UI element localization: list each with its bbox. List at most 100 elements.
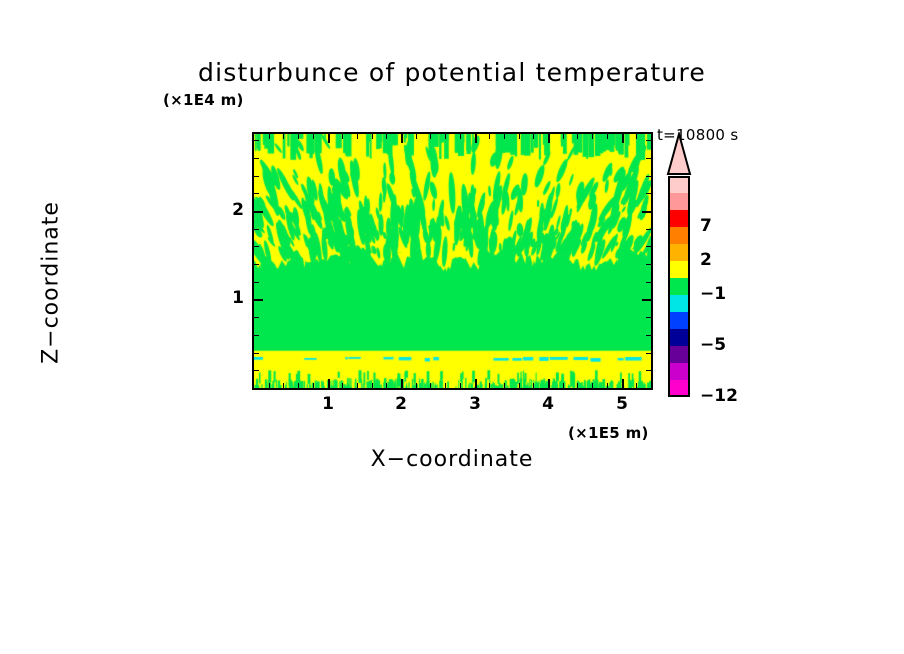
tick-mark — [254, 246, 259, 247]
tick-mark — [577, 134, 578, 139]
colorbar-tick-label: −12 — [700, 386, 738, 406]
tick-mark — [533, 383, 534, 388]
x-axis-label: X−coordinate — [370, 447, 534, 472]
tick-mark — [254, 317, 259, 318]
tick-mark — [254, 229, 259, 230]
tick-mark — [646, 193, 651, 194]
tick-mark — [401, 379, 403, 388]
colorbar-band — [668, 329, 690, 346]
tick-mark — [416, 383, 417, 388]
tick-mark — [475, 134, 477, 143]
colorbar-band — [668, 278, 690, 295]
tick-mark — [548, 379, 550, 388]
tick-mark — [563, 383, 564, 388]
tick-mark — [519, 134, 520, 139]
tick-mark — [254, 193, 259, 194]
colorbar-band — [668, 346, 690, 363]
tick-mark — [563, 134, 564, 139]
tick-mark — [342, 134, 343, 139]
tick-mark — [607, 383, 608, 388]
tick-mark — [622, 134, 624, 143]
tick-mark — [646, 158, 651, 159]
tick-mark — [533, 134, 534, 139]
colorbar-band — [668, 210, 690, 227]
colorbar-band — [668, 295, 690, 312]
y-axis-label: Z−coordinate — [38, 201, 64, 364]
tick-mark — [607, 134, 608, 139]
tick-mark — [254, 176, 259, 177]
x-tick-label: 2 — [395, 394, 407, 414]
tick-mark — [646, 229, 651, 230]
y-tick-label: 2 — [232, 200, 244, 220]
tick-mark — [430, 383, 431, 388]
tick-mark — [592, 134, 593, 139]
x-tick-label: 4 — [542, 394, 554, 414]
tick-mark — [254, 140, 259, 141]
tick-mark — [372, 134, 373, 139]
x-tick-label: 1 — [322, 394, 334, 414]
tick-mark — [489, 134, 490, 139]
colorbar-band — [668, 244, 690, 261]
tick-mark — [283, 383, 284, 388]
colorbar-band — [668, 227, 690, 244]
tick-mark — [298, 134, 299, 139]
x-tick-label: 3 — [469, 394, 481, 414]
tick-mark — [646, 335, 651, 336]
colorbar-tick-label: −1 — [700, 284, 727, 304]
tick-mark — [254, 299, 263, 301]
tick-mark — [646, 176, 651, 177]
tick-mark — [254, 211, 263, 213]
tick-mark — [460, 134, 461, 139]
tick-mark — [548, 134, 550, 143]
tick-mark — [254, 370, 259, 371]
colorbar — [668, 176, 690, 397]
tick-mark — [445, 383, 446, 388]
colorbar-arrow-icon — [666, 132, 692, 175]
colorbar-band — [668, 193, 690, 210]
tick-mark — [622, 379, 624, 388]
colorbar-tick-label: 7 — [700, 216, 712, 236]
tick-mark — [646, 317, 651, 318]
colorbar-band — [668, 363, 690, 380]
tick-mark — [646, 282, 651, 283]
x-tick-label: 5 — [616, 394, 628, 414]
colorbar-band — [668, 261, 690, 278]
colorbar-tick-label: −5 — [700, 335, 727, 355]
temperature-field-canvas — [254, 134, 651, 388]
y-tick-label: 1 — [232, 288, 244, 308]
tick-mark — [313, 383, 314, 388]
tick-mark — [416, 134, 417, 139]
tick-mark — [254, 353, 259, 354]
tick-mark — [283, 134, 284, 139]
tick-mark — [519, 383, 520, 388]
tick-mark — [254, 264, 259, 265]
tick-mark — [254, 158, 259, 159]
x-axis-unit-label: (×1E5 m) — [568, 424, 649, 442]
tick-mark — [504, 383, 505, 388]
tick-mark — [489, 383, 490, 388]
tick-mark — [269, 134, 270, 139]
tick-mark — [357, 383, 358, 388]
y-axis-unit-label: (×1E4 m) — [163, 91, 244, 109]
tick-mark — [372, 383, 373, 388]
tick-mark — [577, 383, 578, 388]
tick-mark — [592, 383, 593, 388]
tick-mark — [357, 134, 358, 139]
tick-mark — [342, 383, 343, 388]
tick-mark — [460, 383, 461, 388]
tick-mark — [642, 299, 651, 301]
tick-mark — [636, 134, 637, 139]
page-title: disturbunce of potential temperature — [198, 58, 706, 87]
tick-mark — [642, 211, 651, 213]
tick-mark — [386, 383, 387, 388]
tick-mark — [646, 353, 651, 354]
tick-mark — [401, 134, 403, 143]
tick-mark — [386, 134, 387, 139]
tick-mark — [646, 370, 651, 371]
tick-mark — [269, 383, 270, 388]
tick-mark — [646, 140, 651, 141]
tick-mark — [646, 264, 651, 265]
tick-mark — [328, 379, 330, 388]
colorbar-tick-label: 2 — [700, 250, 712, 270]
tick-mark — [254, 282, 259, 283]
